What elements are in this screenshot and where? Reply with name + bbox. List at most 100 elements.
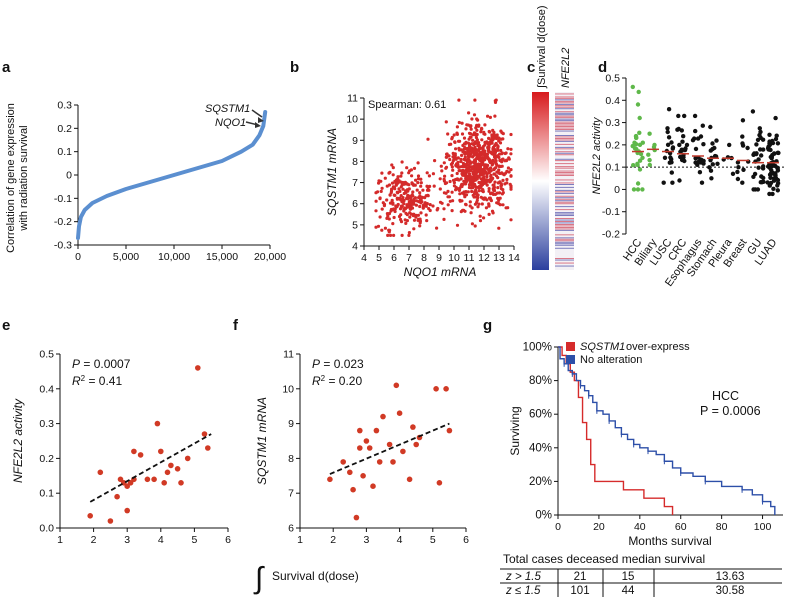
nfe2l2-stripe <box>555 111 574 113</box>
x-tick-label: 1 <box>57 534 63 546</box>
panel-label-g: g <box>483 317 492 334</box>
data-point <box>497 202 501 206</box>
data-point <box>467 185 471 190</box>
data-point <box>481 178 485 182</box>
data-point <box>499 129 503 133</box>
data-point <box>421 205 425 210</box>
data-point <box>374 199 378 203</box>
data-point <box>635 102 641 107</box>
data-point <box>404 221 408 225</box>
nfe2l2-stripe <box>555 108 574 110</box>
nfe2l2-stripe <box>555 117 574 119</box>
x-tick-label: 20 <box>593 521 605 533</box>
data-point <box>710 162 715 167</box>
nfe2l2-stripe <box>555 234 574 236</box>
data-point <box>433 159 437 163</box>
nfe2l2-stripe <box>555 265 574 267</box>
data-point <box>404 211 408 215</box>
data-point <box>446 189 450 193</box>
data-point <box>740 180 745 185</box>
km-curve-sqstm1 <box>558 346 674 515</box>
nfe2l2-stripe <box>555 106 574 108</box>
data-point <box>473 140 477 144</box>
x-tick-label: 15,000 <box>206 251 238 263</box>
nfe2l2-stripe <box>555 160 574 162</box>
data-point <box>476 144 480 148</box>
data-point <box>708 168 714 173</box>
data-point <box>490 135 494 139</box>
data-point <box>465 176 469 180</box>
nfe2l2-stripe <box>555 124 574 126</box>
data-point <box>440 169 444 173</box>
data-point <box>475 138 479 142</box>
x-tick-label: 6 <box>391 252 397 264</box>
nfe2l2-stripe <box>555 130 574 132</box>
data-point <box>631 187 637 192</box>
data-point <box>472 160 476 164</box>
nfe2l2-stripe <box>555 102 574 104</box>
data-point <box>751 174 756 179</box>
data-point <box>665 142 671 147</box>
data-point <box>482 216 486 220</box>
table-cell-label: z ≤ 1.5 <box>505 585 541 597</box>
data-point <box>492 167 496 171</box>
data-point <box>735 176 741 182</box>
data-point <box>661 180 666 185</box>
nfe2l2-stripe <box>555 96 574 98</box>
data-point <box>477 124 481 128</box>
data-point <box>387 171 391 175</box>
data-point <box>483 143 487 147</box>
data-point <box>669 170 674 175</box>
data-point <box>412 166 417 170</box>
panel-a-line-chart: -0.3 -0.2 -0.1 0 0.1 0.2 0.3 0 5,000 10,000 15,000… <box>5 100 286 264</box>
p-symbol: P <box>312 357 320 371</box>
data-point <box>383 226 387 230</box>
data-point <box>476 193 480 197</box>
data-point <box>736 165 741 170</box>
data-point <box>679 157 685 163</box>
data-point <box>487 129 491 134</box>
data-point <box>481 190 485 194</box>
nfe2l2-stripe <box>555 184 574 185</box>
data-point <box>483 123 487 127</box>
data-point <box>481 151 485 155</box>
data-point <box>499 148 503 153</box>
data-point <box>464 127 468 131</box>
nfe2l2-stripe <box>555 138 574 139</box>
data-point <box>456 178 460 182</box>
nfe2l2-stripe <box>555 262 574 264</box>
data-point <box>114 493 120 500</box>
data-point <box>117 476 124 483</box>
data-point <box>405 166 409 170</box>
data-point <box>682 113 687 119</box>
data-point <box>489 166 493 170</box>
data-point <box>423 196 427 200</box>
nfe2l2-stripe <box>555 158 574 160</box>
panel-c-heatmap: ∫Survival d(dose) NFE2L2 <box>532 6 574 270</box>
data-point <box>712 153 718 159</box>
data-point <box>499 183 504 187</box>
data-point <box>765 180 770 185</box>
data-point <box>391 166 395 170</box>
data-point <box>767 191 772 197</box>
data-point <box>647 157 652 163</box>
data-point <box>376 459 383 465</box>
data-point <box>395 205 399 209</box>
data-point <box>374 191 378 195</box>
p-symbol: P <box>72 357 80 371</box>
data-point <box>509 174 513 178</box>
x-tick-label: 14 <box>508 252 520 264</box>
data-point <box>370 483 376 490</box>
data-point <box>708 124 713 130</box>
data-point <box>630 143 635 149</box>
data-point <box>775 183 780 188</box>
legend-label-sqstm1-suffix: over-express <box>626 341 690 353</box>
data-point <box>473 182 477 187</box>
data-point <box>485 175 489 179</box>
data-point <box>412 197 416 201</box>
data-point <box>504 151 508 155</box>
data-point <box>396 410 403 417</box>
table-cell-deceased: 44 <box>622 585 635 597</box>
x-tick-label: 60 <box>675 521 687 533</box>
